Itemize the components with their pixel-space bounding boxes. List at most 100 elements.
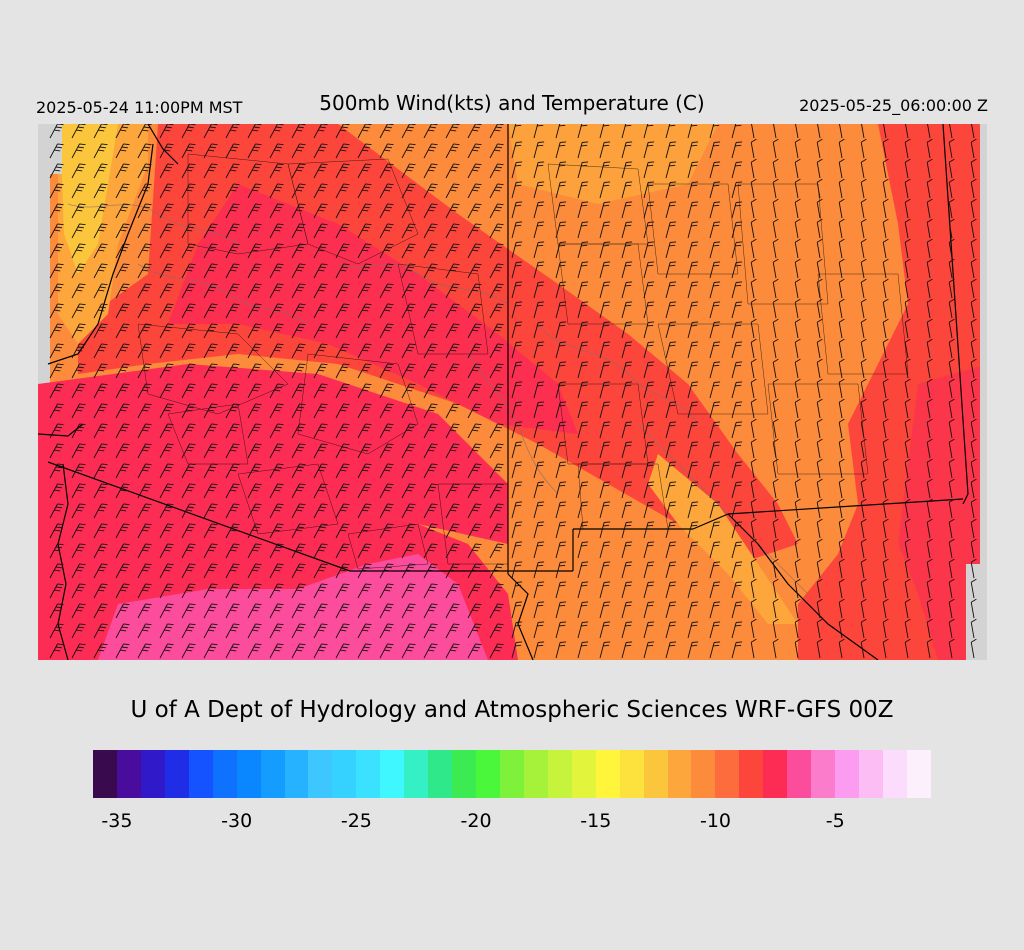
wind-barb xyxy=(860,258,867,279)
wind-barb xyxy=(665,321,677,339)
wind-barb xyxy=(643,321,655,339)
wind-barb xyxy=(794,258,801,279)
wind-barb xyxy=(93,183,108,199)
wind-barb xyxy=(926,418,933,439)
wind-barb xyxy=(621,221,633,239)
wind-barb xyxy=(313,283,328,299)
wind-barb xyxy=(137,143,152,159)
wind-barb xyxy=(181,163,196,179)
wind-barb xyxy=(115,543,130,559)
wind-barb xyxy=(687,321,699,339)
wind-barb xyxy=(401,303,416,319)
wind-barb xyxy=(291,463,306,479)
wind-barb xyxy=(313,403,328,419)
wind-barb xyxy=(49,643,64,659)
wind-barb xyxy=(445,143,460,159)
wind-barb xyxy=(817,124,821,139)
wind-barb xyxy=(159,143,174,159)
wind-barb xyxy=(926,578,933,599)
wind-barb xyxy=(577,641,589,659)
wind-barb xyxy=(794,438,801,459)
wind-barb xyxy=(247,363,262,379)
wind-barb xyxy=(423,643,438,659)
wind-barb xyxy=(203,203,218,219)
wind-barb xyxy=(882,578,889,599)
wind-barb xyxy=(904,318,911,339)
wind-barb xyxy=(882,478,889,499)
wind-barb xyxy=(291,283,306,299)
wind-barb xyxy=(665,541,677,559)
wind-barb xyxy=(181,463,196,479)
wind-barb xyxy=(599,601,611,619)
wind-barb xyxy=(643,141,655,159)
wind-barb xyxy=(838,138,845,159)
wind-barb xyxy=(599,621,611,639)
wind-barb xyxy=(599,161,611,179)
wind-barb xyxy=(882,378,889,399)
wind-barb xyxy=(948,578,955,599)
wind-barb xyxy=(379,203,394,219)
wind-barbs xyxy=(49,124,977,659)
wind-barb xyxy=(882,178,889,199)
wind-barb xyxy=(665,561,677,579)
wind-barb xyxy=(665,501,677,519)
wind-barb xyxy=(379,283,394,299)
wind-barb xyxy=(904,238,911,259)
wind-barb xyxy=(445,383,460,399)
wind-barb xyxy=(489,483,504,499)
wind-barb xyxy=(269,603,284,619)
wind-barb xyxy=(137,383,152,399)
wind-barb xyxy=(357,523,372,539)
wind-barb xyxy=(904,278,911,299)
wind-barb xyxy=(555,161,567,179)
wind-barb xyxy=(313,383,328,399)
wind-barb xyxy=(750,198,757,219)
wind-barb xyxy=(335,183,350,199)
wind-barb xyxy=(555,461,567,479)
wind-barb xyxy=(794,518,801,539)
wind-barb xyxy=(860,138,867,159)
wind-barb xyxy=(357,143,372,159)
wind-barb xyxy=(577,521,589,539)
wind-barb xyxy=(357,403,372,419)
wind-barb xyxy=(357,343,372,359)
wind-barb xyxy=(401,243,416,259)
wind-barb xyxy=(335,163,350,179)
wind-barb xyxy=(860,358,867,379)
wind-barb xyxy=(838,518,845,539)
wind-barb xyxy=(665,581,677,599)
wind-barb xyxy=(772,458,779,479)
wind-barb xyxy=(159,203,174,219)
colorbar-swatch xyxy=(643,750,668,798)
wind-barb xyxy=(71,623,86,639)
wind-barb xyxy=(401,603,416,619)
wind-barb xyxy=(181,124,196,139)
wind-barb xyxy=(379,463,394,479)
wind-barb xyxy=(335,423,350,439)
wind-barb xyxy=(687,301,699,319)
wind-barb xyxy=(467,263,482,279)
wind-barb xyxy=(643,401,655,419)
wind-barb xyxy=(731,541,743,559)
wind-barb xyxy=(335,403,350,419)
wind-barb xyxy=(379,223,394,239)
wind-barb xyxy=(401,403,416,419)
wind-barb xyxy=(599,641,611,659)
wind-barb xyxy=(577,421,589,439)
wind-barb xyxy=(750,558,757,579)
wind-barb xyxy=(970,518,977,539)
wind-barb xyxy=(467,203,482,219)
wind-barb xyxy=(511,321,523,339)
wind-barb xyxy=(511,541,523,559)
wind-barb xyxy=(71,143,86,159)
wind-barb xyxy=(838,258,845,279)
wind-barb xyxy=(137,543,152,559)
wind-barb xyxy=(599,141,611,159)
wind-barb xyxy=(247,563,262,579)
wind-barb xyxy=(860,438,867,459)
wind-barb xyxy=(313,463,328,479)
wind-barb xyxy=(904,258,911,279)
wind-barb xyxy=(687,401,699,419)
wind-barb xyxy=(71,503,86,519)
wind-barb xyxy=(882,358,889,379)
